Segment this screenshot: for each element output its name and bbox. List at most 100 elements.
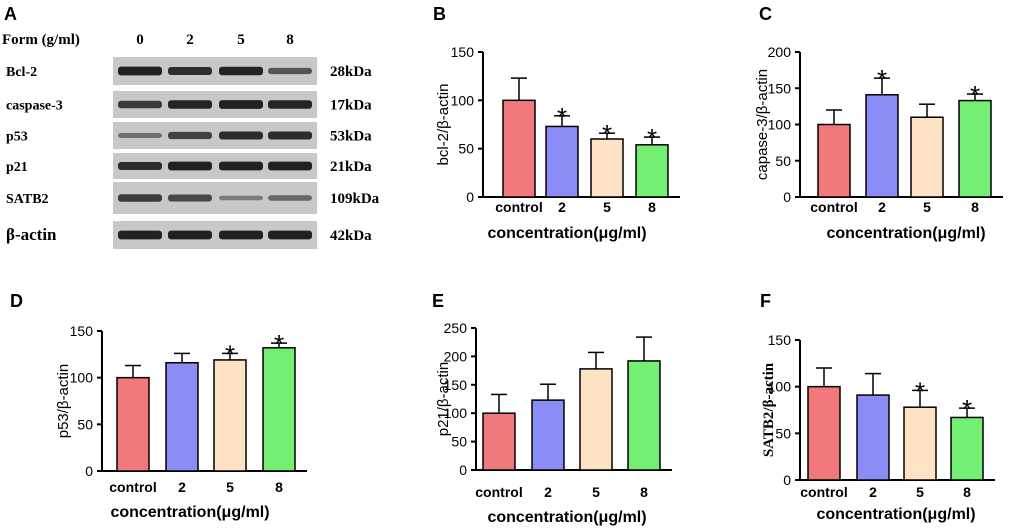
kda-label: 28kDa: [330, 64, 372, 80]
y-tick-label: 0: [85, 463, 93, 479]
protein-label: SATB2: [6, 192, 49, 207]
bar: [502, 99, 536, 198]
category-label: 2: [878, 199, 886, 215]
bar: [213, 359, 247, 472]
significance-marker: *: [962, 394, 972, 424]
protein-band: [219, 161, 263, 171]
protein-band: [268, 67, 312, 75]
y-tick-label: 50: [458, 141, 474, 157]
y-axis-title: p53/β-actin: [55, 364, 72, 439]
category-label: 8: [971, 199, 979, 215]
bar: [165, 361, 199, 472]
category-label: 8: [275, 479, 283, 495]
y-tick-label: 150: [444, 377, 468, 393]
lane-labels: 0 2 5 8: [136, 32, 294, 48]
protein-band: [168, 131, 212, 140]
bar-chart-panel-b: B 0 50 100 150 control * 2 * 5 * 8concentration(μg/…: [433, 4, 680, 242]
protein-band: [268, 131, 312, 140]
category-label: 5: [226, 479, 234, 495]
significance-marker: *: [274, 329, 284, 359]
protein-band: [168, 100, 212, 109]
protein-band: [219, 195, 263, 201]
y-tick-label: 100: [444, 405, 468, 421]
bar: [807, 385, 841, 481]
protein-band: [118, 230, 162, 240]
protein-band: [118, 132, 162, 139]
y-tick-label: 100: [451, 92, 475, 108]
protein-band: [118, 66, 162, 76]
bar-chart-panel-f: F 0 50 100 150 control 2 * 5 * 8 concentration(μg/m…: [760, 291, 995, 523]
lane-label: 5: [237, 32, 245, 48]
y-tick-label: 150: [768, 332, 792, 348]
protein-band: [268, 230, 312, 240]
protein-label: β-actin: [6, 225, 57, 244]
significance-marker: *: [647, 123, 657, 153]
kda-label: 109kDa: [330, 191, 380, 207]
y-tick-label: 0: [783, 472, 791, 488]
significance-marker: *: [557, 102, 567, 132]
protein-band: [168, 230, 212, 240]
x-axis-title: concentration(μg/ml): [110, 504, 269, 521]
protein-band: [168, 161, 212, 171]
category-label: 5: [592, 484, 600, 500]
lane-label: 2: [186, 32, 194, 48]
lane-label: 0: [136, 32, 144, 48]
y-tick-label: 150: [451, 44, 475, 60]
y-tick-label: 0: [459, 462, 467, 478]
y-tick-label: 250: [444, 320, 468, 336]
kda-label: 53kDa: [330, 129, 372, 145]
protein-label: p53: [6, 130, 28, 145]
blot-row: p53 53kDa: [6, 122, 372, 149]
bar-chart-panel-d: D 0 50 100 150 control 2 * 5 * 8 concentration(μg/m…: [10, 291, 307, 521]
protein-label: Bcl-2: [6, 65, 37, 80]
y-tick-label: 200: [444, 348, 468, 364]
category-label: control: [109, 479, 156, 495]
category-label: control: [810, 199, 857, 215]
category-label: control: [800, 484, 847, 500]
y-tick-label: 100: [768, 379, 792, 395]
y-tick-label: 0: [466, 189, 474, 205]
blot-header-label: Form (g/ml): [2, 32, 80, 48]
lane-label: 8: [286, 32, 294, 48]
blot-rows: Bcl-2 28kDa caspase-3 17kDa p53 53kDa p21 21kDa…: [6, 57, 380, 249]
protein-band: [219, 230, 263, 240]
bar: [910, 116, 944, 198]
x-axis-title: concentration(μg/ml): [487, 509, 646, 526]
protein-band: [268, 161, 312, 171]
protein-band: [268, 100, 312, 109]
bar: [482, 412, 516, 471]
protein-band: [219, 131, 263, 140]
bar: [531, 399, 565, 471]
bar: [865, 94, 899, 198]
significance-marker: *: [970, 80, 980, 110]
protein-band: [118, 194, 162, 202]
western-blot-panel: A Form (g/ml) 0 2 5 8 Bcl-2 28kDa caspase-3 17…: [2, 4, 380, 249]
y-tick-label: 50: [451, 434, 467, 450]
bar: [579, 368, 613, 471]
y-tick-label: 50: [775, 425, 791, 441]
blot-row: Bcl-2 28kDa: [6, 57, 372, 85]
significance-marker: *: [225, 339, 235, 369]
significance-marker: *: [602, 119, 612, 149]
bar: [590, 138, 624, 198]
protein-band: [268, 195, 312, 201]
bar-chart-panel-e: E 0 50 100 150 200 250 control 2 5 8 concentration(…: [432, 291, 672, 526]
bar: [116, 376, 150, 472]
y-tick-label: 50: [775, 153, 791, 169]
bar: [545, 125, 579, 198]
category-label: 2: [869, 484, 877, 500]
y-tick-label: 100: [70, 370, 94, 386]
bar: [627, 360, 661, 471]
y-axis-title: p21/β-actin: [435, 362, 452, 437]
blot-row: caspase-3 17kDa: [6, 91, 372, 118]
bar: [817, 123, 851, 198]
panel-letter: B: [433, 4, 446, 24]
protein-label: p21: [6, 160, 28, 175]
category-label: 5: [603, 199, 611, 215]
y-tick-label: 200: [768, 44, 792, 60]
panel-letter: C: [759, 4, 772, 24]
kda-label: 17kDa: [330, 98, 372, 114]
panel-letter: E: [432, 291, 444, 311]
category-label: 8: [648, 199, 656, 215]
